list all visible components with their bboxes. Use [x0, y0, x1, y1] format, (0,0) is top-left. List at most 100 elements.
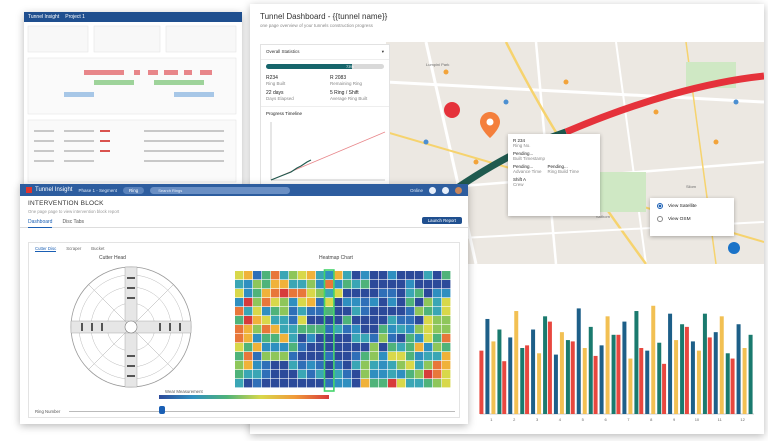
heatmap-cell	[424, 334, 433, 343]
page-title: INTERVENTION BLOCK	[28, 200, 104, 207]
subtabs: Cutter Disc Scraper Bucket	[29, 243, 459, 255]
bar-tick-label: 1	[490, 417, 493, 422]
heatmap-cell	[370, 325, 379, 334]
heatmap-cell	[271, 343, 280, 352]
stat-days-elapsed: 22 days Days Elapsed	[266, 90, 294, 101]
heatmap-cell	[442, 325, 451, 334]
subtab-scraper[interactable]: Scraper	[66, 246, 82, 251]
heatmap-cell	[415, 370, 424, 379]
tab-dashboard[interactable]: Dashboard	[28, 219, 53, 228]
stat-ring-built: R234 Ring Built	[266, 75, 286, 86]
bar-3-s1	[525, 345, 530, 414]
subtab-cutter-disc[interactable]: Cutter Disc	[35, 246, 57, 252]
heatmap-cell	[298, 316, 307, 325]
app-topbar: Tunnel Insight Phase 1 - Segment Ring Se…	[20, 184, 468, 196]
heatmap-cell	[325, 307, 334, 316]
heatmap-cell	[442, 370, 451, 379]
bar-10-s3	[696, 350, 701, 414]
heatmap-cell	[361, 271, 370, 280]
heatmap-cell	[280, 325, 289, 334]
heatmap-cell	[388, 271, 397, 280]
overall-statistics-panel: Overall Statistics ▾ 73% R234 Ring Built …	[260, 44, 390, 204]
heatmap-cell	[280, 334, 289, 343]
heatmap-cell	[325, 361, 334, 370]
heatmap-cell	[307, 361, 316, 370]
heatmap-cell	[379, 271, 388, 280]
heatmap-cell	[379, 298, 388, 307]
heatmap-cell	[262, 325, 271, 334]
stat-remaining-ring: R 2083 Remaining Ring	[330, 75, 363, 86]
heatmap-cell	[406, 271, 415, 280]
heatmap-cell	[415, 325, 424, 334]
heatmap-cell	[379, 379, 388, 388]
ring-slider-track[interactable]	[69, 411, 455, 412]
heatmap-cell	[361, 334, 370, 343]
heatmap-cell	[361, 370, 370, 379]
bar-4-s1	[547, 321, 552, 414]
bar-2-s2	[508, 337, 513, 414]
heatmap-cell	[289, 334, 298, 343]
heatmap-cell	[307, 343, 316, 352]
legend-title: Wear Measurement	[165, 389, 203, 394]
heatmap-cell	[433, 307, 442, 316]
view-osm-option[interactable]: View OSM	[657, 216, 727, 222]
launch-report-button[interactable]: Launch Report	[421, 217, 462, 224]
view-satellite-radio[interactable]	[657, 203, 663, 209]
heatmap-cell	[388, 379, 397, 388]
heatmap-cell	[289, 343, 298, 352]
heatmap-cell	[370, 316, 379, 325]
heatmap-cell	[433, 325, 442, 334]
subtab-bucket[interactable]: Bucket	[91, 246, 105, 251]
heatmap-cell	[442, 361, 451, 370]
view-satellite-option[interactable]: View Satellite	[657, 203, 727, 209]
heatmap-cell	[271, 334, 280, 343]
heatmap-cell	[262, 298, 271, 307]
bar-9-s3	[674, 340, 679, 414]
bar-tick-label: 11	[718, 417, 723, 422]
heatmap-cell	[325, 280, 334, 289]
eye-icon-button[interactable]	[728, 242, 740, 254]
heatmap-cell	[352, 289, 361, 298]
wear-legend-gradient	[159, 395, 329, 399]
ring-slider-handle[interactable]	[159, 406, 165, 414]
heatmap-highlight-column	[323, 269, 335, 392]
search-input[interactable]: Search Rings	[150, 186, 291, 194]
collapse-chevron-icon[interactable]: ▾	[381, 49, 384, 54]
heatmap-cell	[325, 289, 334, 298]
heatmap-cell	[316, 361, 325, 370]
topbar-ring-pill[interactable]: Ring	[123, 186, 145, 194]
bell-icon[interactable]	[442, 186, 449, 194]
heatmap-cell	[271, 361, 280, 370]
bar-5-s1	[570, 341, 575, 414]
help-icon[interactable]	[429, 186, 436, 194]
avatar[interactable]	[455, 186, 462, 194]
tab-disc-tabs[interactable]: Disc Tabs	[62, 219, 85, 225]
heatmap-cell	[289, 361, 298, 370]
heatmap-cell	[244, 370, 253, 379]
heatmap-cell	[289, 370, 298, 379]
heatmap-cell	[397, 325, 406, 334]
heatmap-cell	[406, 280, 415, 289]
bar-4-s2	[553, 354, 558, 414]
heatmap-cell	[235, 298, 244, 307]
heatmap-cell	[361, 307, 370, 316]
heatmap-cell	[370, 379, 379, 388]
heatmap-cell	[271, 307, 280, 316]
heatmap-cell	[433, 271, 442, 280]
view-osm-radio[interactable]	[657, 216, 663, 222]
heatmap-cell	[424, 316, 433, 325]
heatmap-cell	[316, 370, 325, 379]
heatmap-cell	[289, 298, 298, 307]
heatmap-cell	[424, 361, 433, 370]
heatmap-cell	[307, 280, 316, 289]
heatmap-cell	[343, 289, 352, 298]
topbar-project[interactable]: Phase 1 - Segment	[78, 187, 117, 193]
heatmap-cell	[433, 334, 442, 343]
map-label-lumpini: Lumpini Park	[426, 62, 449, 67]
heatmap-cell	[316, 289, 325, 298]
bar-11-s2	[713, 332, 718, 414]
app-logo[interactable]: Tunnel Insight	[26, 187, 72, 193]
bar-5-s2	[576, 308, 581, 414]
heatmap-cell	[361, 379, 370, 388]
overall-stats-header[interactable]: Overall Statistics ▾	[261, 45, 389, 60]
